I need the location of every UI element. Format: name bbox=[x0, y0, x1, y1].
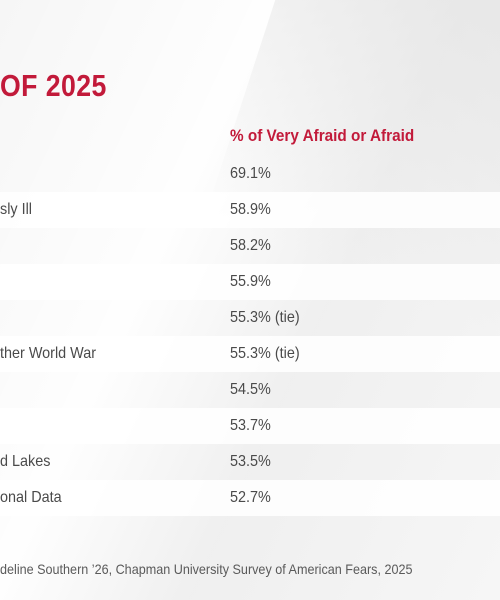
row-label: d Lakes bbox=[0, 453, 51, 470]
row-label: onal Data bbox=[0, 489, 62, 506]
row-label: ther World War bbox=[0, 345, 97, 362]
column-header: % of Very Afraid or Afraid bbox=[230, 126, 415, 145]
table-row: 69.1% bbox=[0, 156, 500, 192]
table-row: onal Data 52.7% bbox=[0, 480, 500, 516]
row-value: 58.9% bbox=[230, 201, 271, 218]
table-row: ther World War 55.3% (tie) bbox=[0, 336, 500, 372]
row-value: 54.5% bbox=[230, 381, 271, 398]
source-credit: deline Southern ’26, Chapman University … bbox=[0, 561, 413, 577]
table-row: 58.2% bbox=[0, 228, 500, 264]
table-row: 55.3% (tie) bbox=[0, 300, 500, 336]
table-row: d Lakes 53.5% bbox=[0, 444, 500, 480]
row-value: 53.7% bbox=[230, 417, 271, 434]
page-title: OF 2025 bbox=[0, 68, 107, 103]
row-value: 53.5% bbox=[230, 453, 271, 470]
row-value: 69.1% bbox=[230, 165, 271, 182]
row-label: sly Ill bbox=[0, 201, 33, 218]
table-row: 54.5% bbox=[0, 372, 500, 408]
table-row: 53.7% bbox=[0, 408, 500, 444]
table-row: 55.9% bbox=[0, 264, 500, 300]
table-row: sly Ill 58.9% bbox=[0, 192, 500, 228]
row-value: 55.9% bbox=[230, 273, 271, 290]
fears-table: 69.1% sly Ill 58.9% 58.2% 55.9% 55.3% (t… bbox=[0, 156, 500, 516]
row-value: 58.2% bbox=[230, 237, 271, 254]
row-value: 52.7% bbox=[230, 489, 271, 506]
row-value: 55.3% (tie) bbox=[230, 345, 300, 362]
row-value: 55.3% (tie) bbox=[230, 309, 300, 326]
